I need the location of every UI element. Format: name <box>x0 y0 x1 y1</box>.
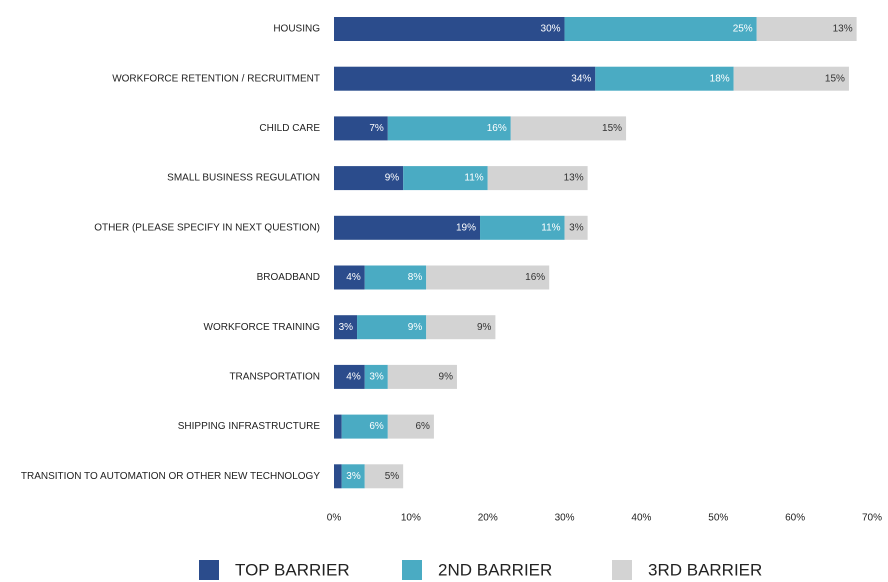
data-label: 15% <box>825 73 845 84</box>
bar-segment <box>357 315 427 340</box>
data-label: 4% <box>346 372 361 383</box>
data-label: 3% <box>569 222 584 233</box>
data-label: 16% <box>525 272 545 283</box>
data-label: 15% <box>602 123 622 134</box>
bar-segment <box>341 414 388 439</box>
bar-segment <box>364 265 427 290</box>
category-label: WORKFORCE RETENTION / RECRUITMENT <box>112 73 320 84</box>
legend-swatch <box>199 560 219 580</box>
bar-segment <box>564 215 588 240</box>
bar-segment <box>334 66 596 91</box>
category-label: BROADBAND <box>257 272 320 283</box>
data-label: 13% <box>833 24 853 35</box>
bar-segment <box>364 464 404 489</box>
bar-segment <box>334 265 365 290</box>
bar-segment <box>733 66 849 91</box>
bar-segment <box>334 166 404 191</box>
data-label: 3% <box>339 322 354 333</box>
data-label: 5% <box>385 471 400 482</box>
bar-segment <box>387 116 511 141</box>
data-label: 9% <box>385 173 400 184</box>
category-label: SMALL BUSINESS REGULATION <box>167 173 320 184</box>
bar-segment <box>334 364 365 389</box>
data-label: 9% <box>439 372 454 383</box>
category-label: TRANSITION TO AUTOMATION OR OTHER NEW TE… <box>21 471 320 482</box>
x-tick-label: 30% <box>555 513 575 524</box>
bar-segment <box>403 166 488 191</box>
bar-segment <box>334 464 342 489</box>
data-label: 3% <box>369 372 384 383</box>
category-label: HOUSING <box>273 24 320 35</box>
bar-segment <box>480 215 565 240</box>
data-label: 25% <box>733 24 753 35</box>
bar-segment <box>564 17 757 41</box>
x-tick-label: 50% <box>708 513 728 524</box>
legend-label: TOP BARRIER <box>235 560 350 579</box>
data-label: 18% <box>710 73 730 84</box>
legend-label: 2ND BARRIER <box>438 560 552 579</box>
data-label: 9% <box>408 322 423 333</box>
bar-segment <box>341 464 365 489</box>
bar-segment <box>387 414 434 439</box>
category-label: TRANSPORTATION <box>229 372 320 383</box>
data-label: 19% <box>456 222 476 233</box>
x-tick-label: 70% <box>862 513 882 524</box>
data-label: 11% <box>541 222 560 233</box>
category-label: OTHER (PLEASE SPECIFY IN NEXT QUESTION) <box>94 222 320 233</box>
x-tick-label: 40% <box>631 513 651 524</box>
bar-segment <box>756 17 857 41</box>
data-label: 16% <box>487 123 507 134</box>
data-label: 3% <box>346 471 361 482</box>
bar-segment <box>426 265 550 290</box>
bar-segment <box>334 215 481 240</box>
data-label: 11% <box>464 173 483 184</box>
data-label: 6% <box>415 421 430 432</box>
bar-segment <box>487 166 588 191</box>
bar-segment <box>595 66 734 91</box>
data-label: 30% <box>541 24 561 35</box>
x-tick-label: 10% <box>401 513 421 524</box>
category-label: SHIPPING INFRASTRUCTURE <box>178 421 321 432</box>
bar-segment <box>334 116 388 141</box>
data-label: 6% <box>369 421 384 432</box>
category-label: CHILD CARE <box>259 123 320 134</box>
bar-segment <box>364 364 388 389</box>
legend-swatch <box>612 560 632 580</box>
x-tick-label: 0% <box>327 513 342 524</box>
bar-segment <box>510 116 627 141</box>
data-label: 9% <box>477 322 492 333</box>
x-tick-label: 60% <box>785 513 805 524</box>
legend-swatch <box>402 560 422 580</box>
data-label: 13% <box>564 173 584 184</box>
data-label: 7% <box>369 123 384 134</box>
bar-segment <box>334 315 358 340</box>
category-label: WORKFORCE TRAINING <box>204 322 321 333</box>
bar-segment <box>334 414 342 439</box>
bar-segment <box>334 17 565 41</box>
legend-label: 3RD BARRIER <box>648 560 762 579</box>
x-tick-label: 20% <box>478 513 498 524</box>
bar-segment <box>387 364 457 389</box>
data-label: 8% <box>408 272 423 283</box>
bar-segment <box>426 315 496 340</box>
data-label: 34% <box>571 73 591 84</box>
data-label: 4% <box>346 272 361 283</box>
